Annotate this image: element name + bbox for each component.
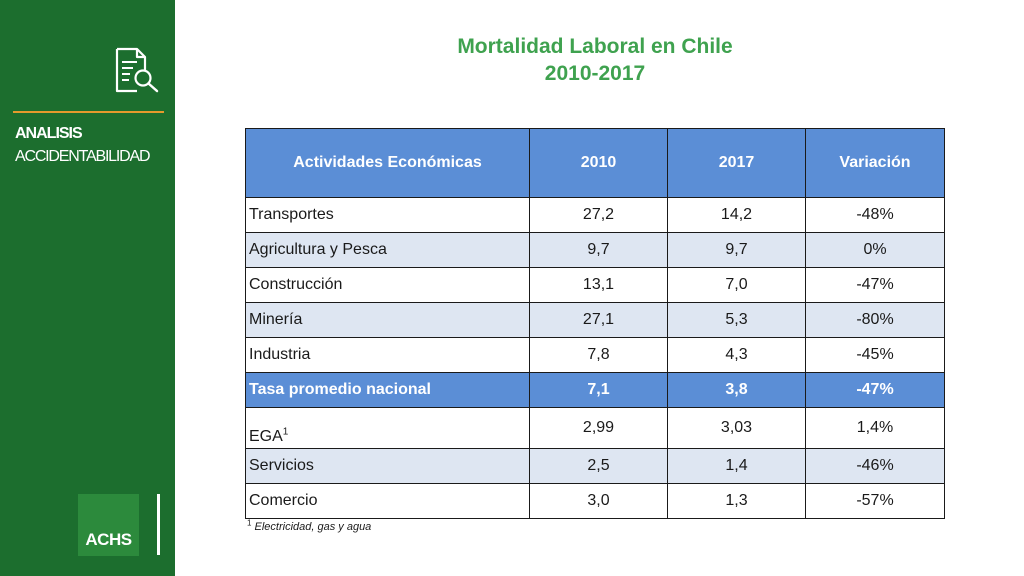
footnote-marker: 1 bbox=[282, 426, 289, 438]
page-title: Mortalidad Laboral en Chile bbox=[457, 35, 733, 58]
row-variation: -47% bbox=[805, 372, 945, 408]
row-2017: 3,03 bbox=[667, 407, 806, 449]
row-variation: 0% bbox=[805, 232, 945, 268]
row-activity-text: EGA bbox=[249, 428, 283, 445]
row-activity: Industria bbox=[245, 337, 530, 373]
logo-text: ACHS bbox=[85, 530, 132, 549]
table-row: Construcción 13,1 7,0 -47% bbox=[245, 267, 945, 303]
sidebar: ANALISIS ACCIDENTABILIDAD ACHS bbox=[0, 0, 175, 576]
header-activity: Actividades Económicas bbox=[245, 128, 530, 198]
national-average-row: Tasa promedio nacional 7,1 3,8 -47% bbox=[245, 372, 945, 408]
row-2017: 4,3 bbox=[667, 337, 806, 373]
table-row: Comercio 3,0 1,3 -57% bbox=[245, 483, 945, 519]
row-activity: Servicios bbox=[245, 448, 530, 484]
row-2010: 2,99 bbox=[529, 407, 668, 449]
footnote-number: 1 bbox=[247, 518, 252, 528]
row-2017: 9,7 bbox=[667, 232, 806, 268]
section-subtitle: ACCIDENTABILIDAD bbox=[15, 148, 151, 165]
table-row: EGA1 2,99 3,03 1,4% bbox=[245, 407, 945, 449]
table-row: Minería 27,1 5,3 -80% bbox=[245, 302, 945, 338]
row-variation: -46% bbox=[805, 448, 945, 484]
row-variation: -45% bbox=[805, 337, 945, 373]
row-variation: 1,4% bbox=[805, 407, 945, 449]
row-2017: 5,3 bbox=[667, 302, 806, 338]
row-2010: 13,1 bbox=[529, 267, 668, 303]
row-activity: Comercio bbox=[245, 483, 530, 519]
row-2010: 27,2 bbox=[529, 197, 668, 233]
footnote-text: Electricidad, gas y agua bbox=[254, 521, 372, 533]
row-variation: -80% bbox=[805, 302, 945, 338]
row-2010: 9,7 bbox=[529, 232, 668, 268]
row-2010: 2,5 bbox=[529, 448, 668, 484]
document-search-icon bbox=[115, 47, 159, 93]
table-row: Servicios 2,5 1,4 -46% bbox=[245, 448, 945, 484]
row-2017: 3,8 bbox=[667, 372, 806, 408]
table-row: Industria 7,8 4,3 -45% bbox=[245, 337, 945, 373]
row-2017: 7,0 bbox=[667, 267, 806, 303]
row-2010: 3,0 bbox=[529, 483, 668, 519]
table-row: Transportes 27,2 14,2 -48% bbox=[245, 197, 945, 233]
row-activity: Construcción bbox=[245, 267, 530, 303]
page-subtitle: 2010-2017 bbox=[544, 62, 646, 85]
row-activity: Agricultura y Pesca bbox=[245, 232, 530, 268]
row-variation: -57% bbox=[805, 483, 945, 519]
row-2010: 7,8 bbox=[529, 337, 668, 373]
section-title: ANALISIS bbox=[15, 125, 83, 142]
mortality-table: Actividades Económicas 2010 2017 Variaci… bbox=[245, 128, 945, 519]
logo-separator bbox=[157, 494, 160, 555]
table-row: Agricultura y Pesca 9,7 9,7 0% bbox=[245, 232, 945, 268]
row-2010: 27,1 bbox=[529, 302, 668, 338]
row-2017: 1,3 bbox=[667, 483, 806, 519]
row-2010: 7,1 bbox=[529, 372, 668, 408]
header-variation: Variación bbox=[805, 128, 945, 198]
sidebar-divider bbox=[13, 111, 164, 113]
header-2010: 2010 bbox=[529, 128, 668, 198]
row-2017: 1,4 bbox=[667, 448, 806, 484]
row-activity: Transportes bbox=[245, 197, 530, 233]
row-2017: 14,2 bbox=[667, 197, 806, 233]
row-variation: -47% bbox=[805, 267, 945, 303]
footnote: 1 Electricidad, gas y agua bbox=[247, 518, 372, 533]
row-activity: Minería bbox=[245, 302, 530, 338]
table-header-row: Actividades Económicas 2010 2017 Variaci… bbox=[245, 128, 945, 198]
row-activity: EGA1 bbox=[245, 407, 530, 449]
row-activity: Tasa promedio nacional bbox=[245, 372, 530, 408]
row-variation: -48% bbox=[805, 197, 945, 233]
header-2017: 2017 bbox=[667, 128, 806, 198]
achs-logo: ACHS bbox=[78, 494, 139, 556]
